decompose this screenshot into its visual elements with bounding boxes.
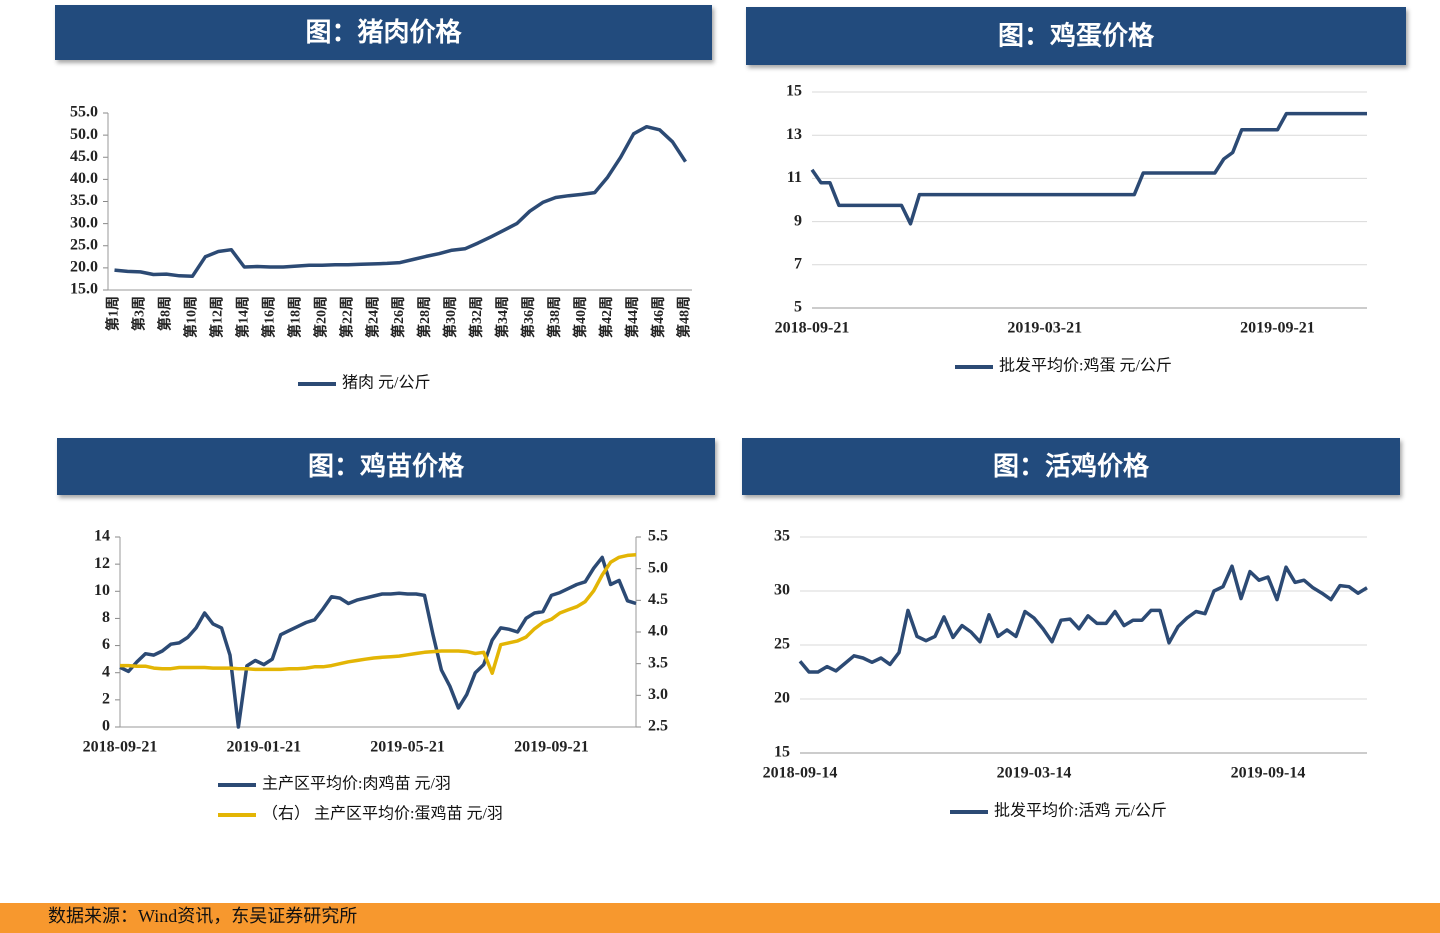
chart-title: 图：猪肉价格 [305, 17, 462, 48]
x-tick-label: 2018-09-21 [775, 320, 850, 337]
y-tick-label: 15.0 [70, 281, 98, 298]
x-tick-label: 第10周 [183, 296, 200, 338]
y-tick-label: 9 [794, 212, 802, 229]
x-tick-label: 2019-09-21 [514, 739, 589, 756]
y-tick-label: 2 [102, 691, 110, 708]
legend-label: 主产区平均价:肉鸡苗 元/羽 [262, 775, 451, 793]
series-line [119, 555, 637, 729]
y-tick-label: 13 [786, 126, 802, 143]
x-tick-label: 第1周 [105, 296, 122, 331]
title-banner [55, 5, 712, 60]
x-tick-label: 第18周 [286, 296, 303, 338]
y2-tick-label: 4.5 [648, 591, 668, 608]
x-tick-label: 2019-09-21 [1240, 320, 1315, 337]
title-banner [742, 438, 1400, 495]
y-tick-label: 50.0 [70, 126, 98, 143]
y-tick-label: 6 [102, 636, 110, 653]
chart-title: 图：鸡蛋价格 [998, 21, 1155, 52]
y-tick-label: 5 [794, 299, 802, 316]
y-tick-label: 8 [102, 609, 110, 626]
y-tick-label: 40.0 [70, 170, 98, 187]
x-tick-label: 第3周 [131, 296, 148, 331]
y2-tick-label: 3.0 [648, 686, 668, 703]
y2-tick-label: 4.0 [648, 623, 668, 640]
footer-source: 数据来源：Wind资讯，东吴证券研究所 [48, 906, 357, 926]
y-tick-label: 25.0 [70, 236, 98, 253]
x-tick-label: 第36周 [520, 296, 537, 338]
x-tick-label: 第48周 [676, 296, 693, 338]
y-tick-label: 10 [94, 582, 110, 599]
y-tick-label: 15 [786, 83, 802, 100]
y-tick-label: 4 [102, 663, 110, 680]
x-tick-label: 第24周 [364, 296, 381, 338]
x-tick-label: 第22周 [338, 296, 355, 338]
x-tick-label: 第12周 [209, 296, 226, 338]
x-tick-label: 第16周 [260, 296, 277, 338]
y-tick-label: 12 [94, 555, 110, 572]
y-tick-label: 30.0 [70, 214, 98, 231]
legend-label: 猪肉 元/公斤 [342, 374, 430, 392]
x-tick-label: 2019-01-21 [226, 739, 301, 756]
x-tick-label: 第38周 [546, 296, 563, 338]
y-tick-label: 15 [774, 744, 790, 761]
x-tick-label: 2018-09-21 [83, 739, 158, 756]
footer-bar [0, 903, 1440, 933]
y-tick-label: 35 [774, 528, 790, 545]
x-tick-label: 第28周 [416, 296, 433, 338]
y-tick-label: 30 [774, 582, 790, 599]
y2-tick-label: 2.5 [648, 718, 668, 735]
x-tick-label: 第20周 [312, 296, 329, 338]
y-tick-label: 7 [794, 255, 802, 272]
title-banner [57, 438, 715, 495]
x-tick-label: 2019-05-21 [370, 739, 445, 756]
legend-label: 批发平均价:鸡蛋 元/公斤 [999, 357, 1172, 375]
y2-tick-label: 5.5 [648, 528, 668, 545]
y-tick-label: 20 [774, 690, 790, 707]
title-banner [746, 7, 1406, 65]
legend-label: （右） 主产区平均价:蛋鸡苗 元/羽 [262, 805, 503, 823]
x-tick-label: 第44周 [624, 296, 641, 338]
x-tick-label: 第34周 [494, 296, 511, 338]
x-tick-label: 2018-09-14 [763, 765, 838, 782]
y-tick-label: 55.0 [70, 104, 98, 121]
x-tick-label: 2019-03-21 [1007, 320, 1082, 337]
y-tick-label: 45.0 [70, 148, 98, 165]
chart-title: 图：活鸡价格 [993, 451, 1150, 482]
y-tick-label: 20.0 [70, 259, 98, 276]
y-tick-label: 0 [102, 718, 110, 735]
y2-tick-label: 5.0 [648, 559, 668, 576]
x-tick-label: 第32周 [468, 296, 485, 338]
y2-tick-label: 3.5 [648, 654, 668, 671]
series-line [114, 124, 687, 279]
legend-label: 批发平均价:活鸡 元/公斤 [994, 802, 1167, 820]
x-tick-label: 第8周 [157, 296, 174, 331]
x-tick-label: 第14周 [234, 296, 251, 338]
chart-title: 图：鸡苗价格 [308, 451, 465, 482]
y-tick-label: 14 [94, 528, 110, 545]
x-tick-label: 2019-03-14 [997, 765, 1072, 782]
x-tick-label: 2019-09-14 [1231, 765, 1306, 782]
x-tick-label: 第30周 [442, 296, 459, 338]
series-line [810, 111, 1367, 226]
x-tick-label: 第46周 [650, 296, 667, 338]
y-tick-label: 25 [774, 636, 790, 653]
x-tick-label: 第40周 [572, 296, 589, 338]
series-line [120, 552, 637, 675]
series-line [798, 564, 1368, 674]
y-tick-label: 11 [787, 169, 802, 186]
x-tick-label: 第42周 [598, 296, 615, 338]
y-tick-label: 35.0 [70, 192, 98, 209]
x-tick-label: 第26周 [390, 296, 407, 338]
